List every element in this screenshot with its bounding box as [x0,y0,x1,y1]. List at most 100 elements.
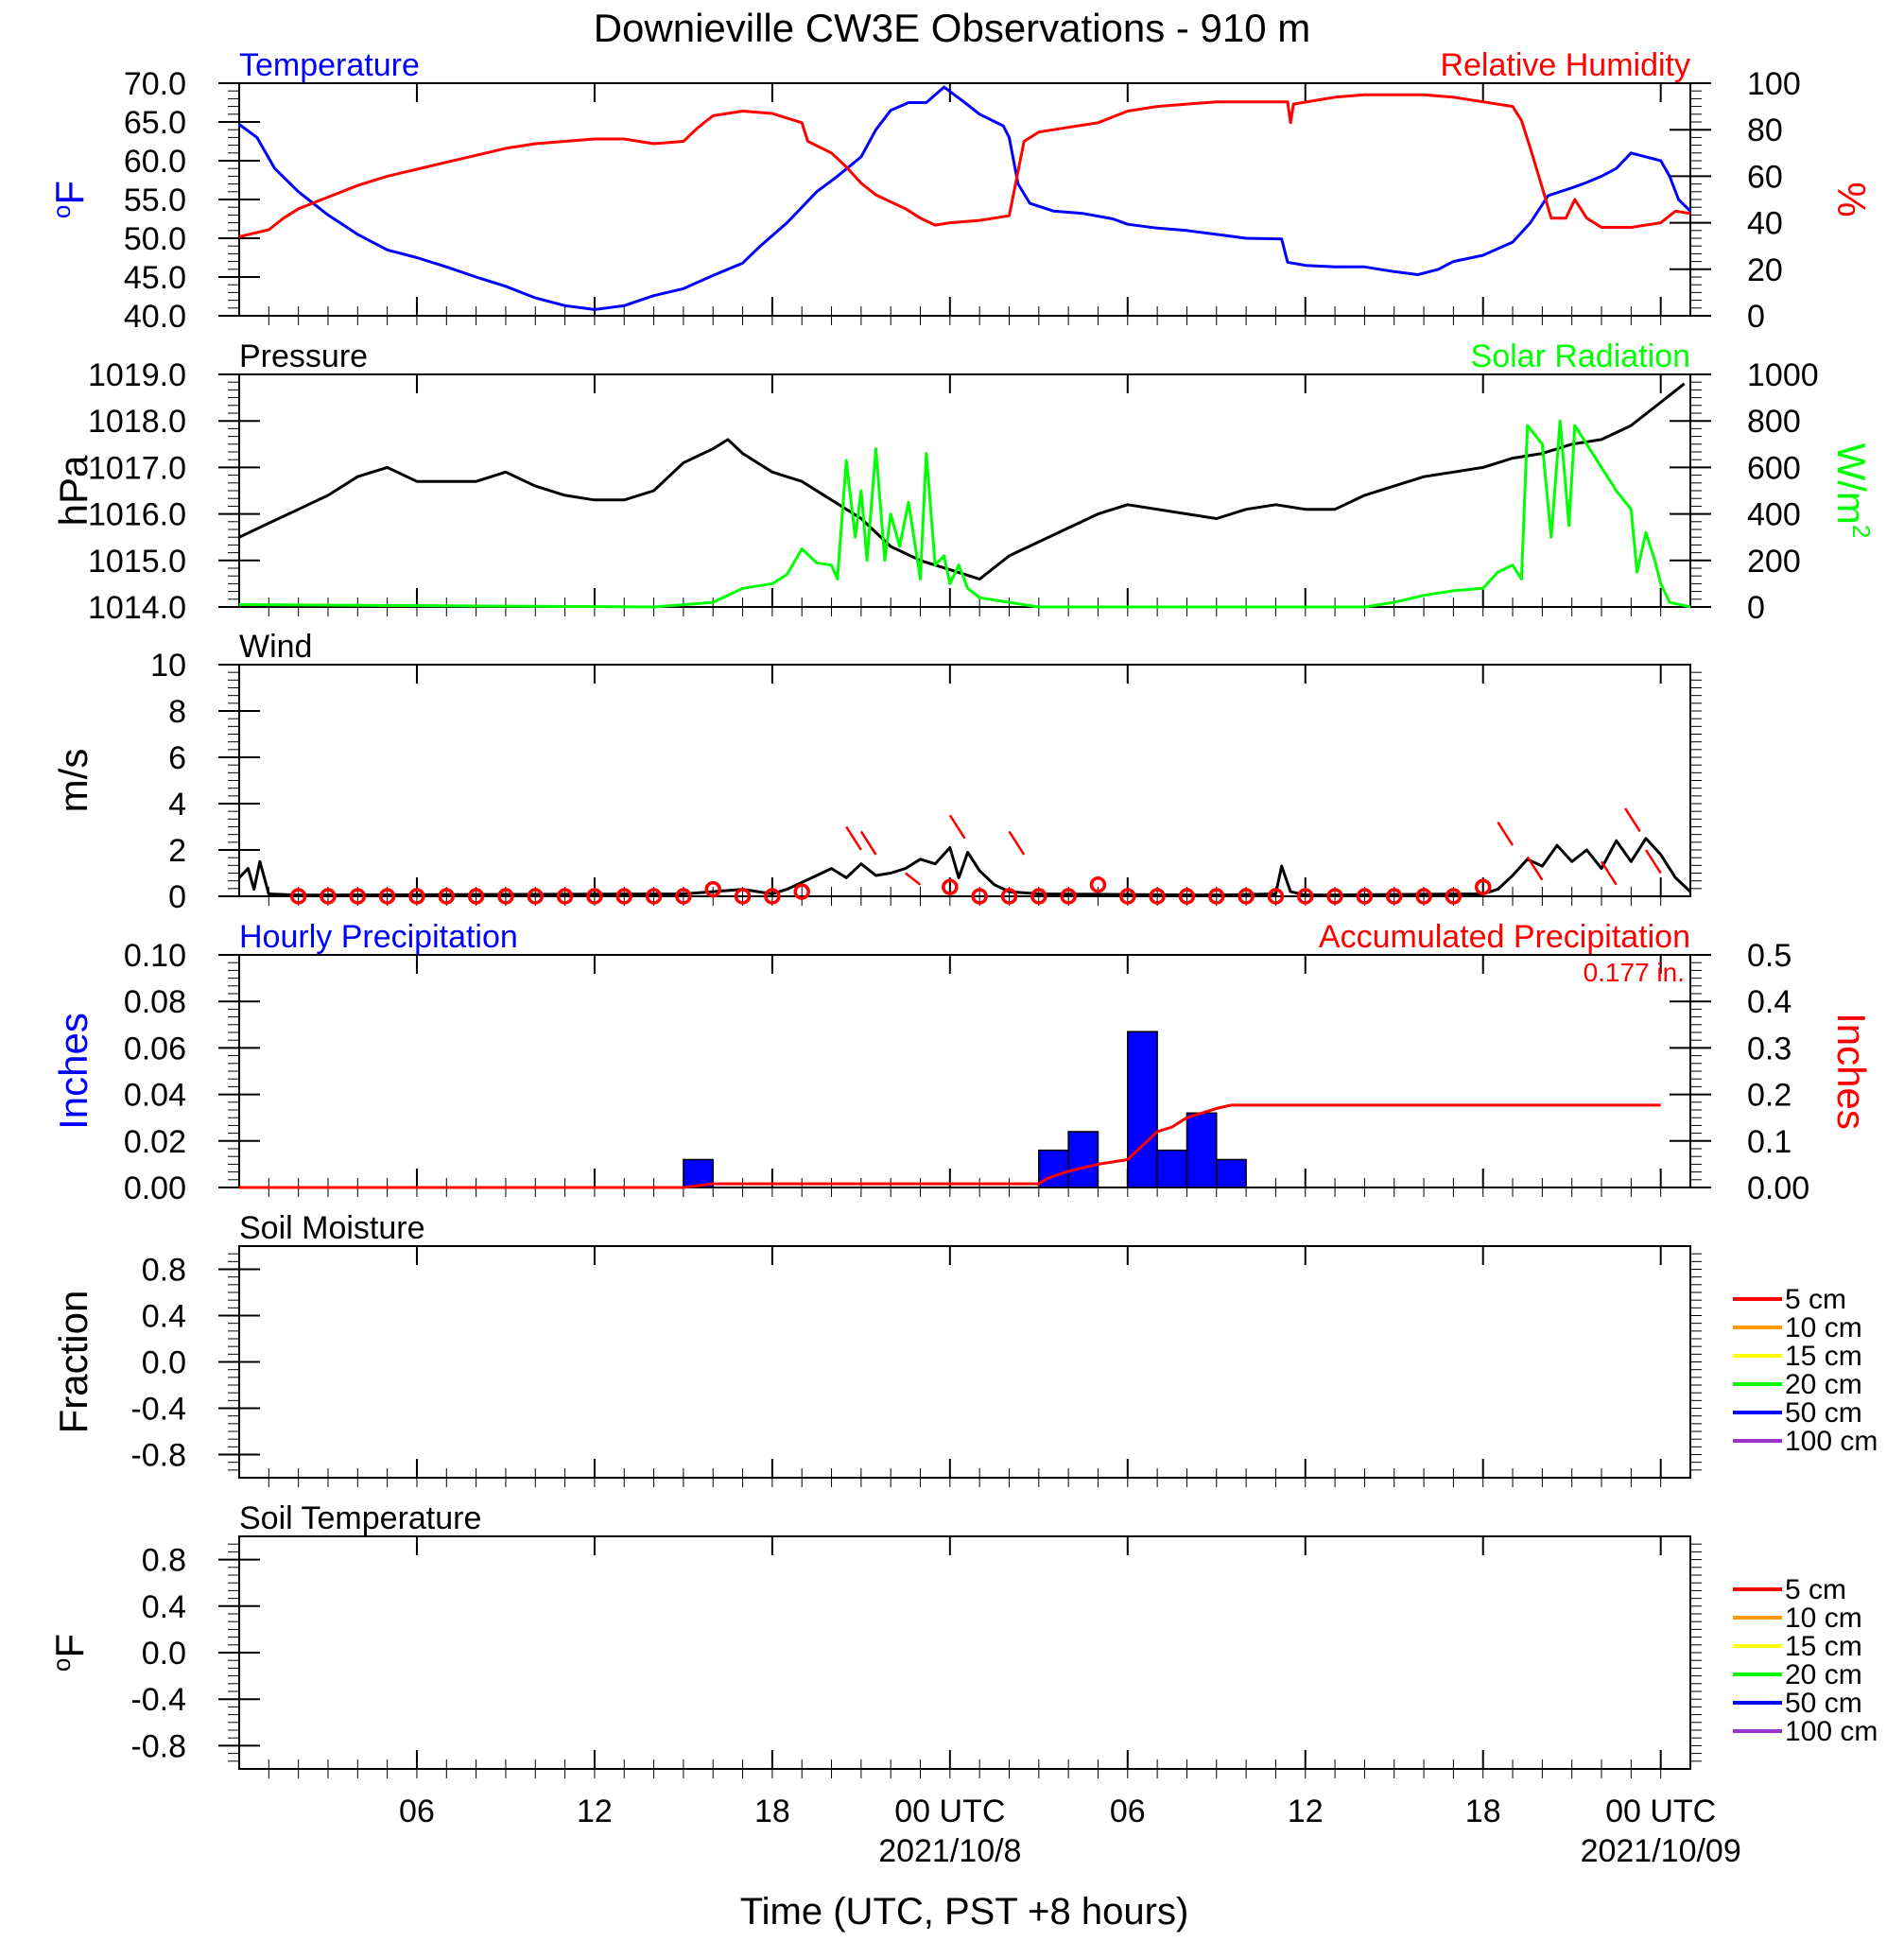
series-line [237,837,1692,897]
y-tick-label-right: 0 [1747,590,1765,626]
wind-direction-marker [645,888,663,905]
plot-frame [238,954,1691,1188]
series-line-solar-radiation [238,419,1691,609]
y-tick-label-right: 0.5 [1747,938,1791,974]
y-tick-label-left: 0.04 [124,1078,186,1114]
y-tick-label-left: 45.0 [124,260,186,296]
y-tick-label-left: 0.06 [124,1031,186,1066]
wind-direction-marker [1149,888,1166,905]
wind-direction-marker [408,888,425,905]
y-tick-label-left: 6 [168,740,186,776]
x-tick-label: 00 UTC [894,1794,1005,1829]
legend-label: 10 cm [1785,1603,1862,1634]
y-axis-label-left: oF [47,181,92,218]
y-tick-label-left: 0.08 [124,984,186,1020]
precip-bar [1186,1112,1218,1188]
precip-bar [683,1158,714,1188]
precip-bar [1156,1149,1188,1188]
wind-direction-marker [320,888,337,905]
wind-direction-marker [467,888,485,905]
wind-direction-marker [1474,878,1492,895]
wind-direction-marker [556,888,574,905]
wind-direction-marker [675,888,692,905]
x-tick-label: 00 UTC [1605,1794,1716,1829]
wind-direction-marker [289,888,307,905]
y-tick-label-right: 200 [1747,544,1801,580]
wind-direction-stick [1008,830,1026,856]
wind-direction-marker [1238,888,1255,905]
wind-direction-marker [1415,888,1432,905]
wind-direction-marker [497,888,514,905]
panel-title-left: Soil Temperature [239,1500,481,1536]
wind-direction-marker [1178,888,1196,905]
legend-label: 15 cm [1785,1341,1862,1372]
y-tick-label-left: 1014.0 [88,590,186,626]
wind-direction-marker [349,888,367,905]
y-axis-label-right: % [1829,182,1874,217]
legend-label: 10 cm [1785,1312,1862,1343]
panel-temperature_rh: Temperature Relative Humidity 40.045.050.0… [47,47,1874,335]
plot-frame [238,1245,1691,1479]
x-tick-label: 06 [399,1794,435,1829]
panel-pressure_solar: Pressure Solar Radiation 1014.0 1015.0 1016.… [51,338,1876,626]
legend-label: 5 cm [1785,1284,1846,1315]
legend-label: 50 cm [1785,1397,1862,1429]
wind-direction-marker [971,888,988,905]
wind-direction-marker [1267,888,1285,905]
legend-label: 20 cm [1785,1369,1862,1400]
y-tick-label-left: 0.8 [142,1543,186,1579]
y-tick-label-right: 0.4 [1747,984,1791,1020]
accumulated-precip-line [239,1103,1661,1189]
y-tick-label-left: 0.0 [142,1345,186,1381]
plot-frame [238,82,1691,317]
y-tick-label-left: 1015.0 [88,544,186,580]
x-tick-date: 2021/10/09 [1581,1833,1741,1869]
legend-label: 15 cm [1785,1631,1862,1662]
y-tick-label-right: 1000 [1747,357,1819,393]
wind-direction-marker [1000,888,1018,905]
legend-label: 20 cm [1785,1659,1862,1690]
y-tick-label-left: 0.4 [142,1589,186,1625]
panel-soil_moisture: Soil Moisture -0.8 -0.4 0.0 0.4 0.8 Fraction 5 … [51,1210,1878,1487]
y-tick-label-left: -0.8 [130,1728,186,1764]
wind-direction-marker [438,888,456,905]
wind-direction-marker [378,888,396,905]
series-line-temperature [238,85,1692,311]
y-axis-label-left: Fraction [51,1291,95,1434]
y-tick-label-right: 0.00 [1747,1170,1809,1206]
y-tick-label-right: 0 [1747,299,1765,335]
wind-direction-stick [845,825,862,851]
y-tick-label-left: 1016.0 [88,497,186,533]
legend-label: 50 cm [1785,1688,1862,1719]
wind-direction-marker [793,883,810,900]
wind-direction-marker [734,888,752,905]
panel-title-right: Solar Radiation [1471,338,1690,374]
wind-direction-stick [1644,849,1662,875]
x-tick-label: 12 [577,1794,613,1829]
wind-direction-marker [1445,888,1463,905]
legend-label: 100 cm [1785,1716,1878,1747]
wind-direction-stick [859,830,877,856]
y-tick-label-left: 1019.0 [88,357,186,393]
y-tick-label-left: -0.4 [130,1392,186,1428]
x-tick-label: 06 [1110,1794,1146,1829]
y-tick-label-left: 8 [168,694,186,730]
y-tick-label-left: 40.0 [124,299,186,335]
wind-direction-marker [704,880,721,898]
y-tick-label-left: 0.0 [142,1636,186,1672]
accumulated-total-annotation: 0.177 in. [1584,958,1685,987]
wind-direction-marker [615,888,632,905]
wind-direction-marker [1089,876,1107,893]
series-line-relative-humidity [238,93,1691,238]
plot-frame [238,1535,1691,1770]
y-tick-label-left: 2 [168,833,186,869]
y-tick-label-left: 50.0 [124,221,186,257]
y-tick-label-right: 60 [1747,159,1783,195]
wind-direction-marker [1208,888,1225,905]
panel-title-left: Wind [239,629,312,665]
wind-direction-marker [1385,888,1403,905]
y-tick-label-right: 20 [1747,252,1783,288]
panel-title-left: Soil Moisture [239,1210,425,1246]
wind-direction-marker [1326,888,1343,905]
